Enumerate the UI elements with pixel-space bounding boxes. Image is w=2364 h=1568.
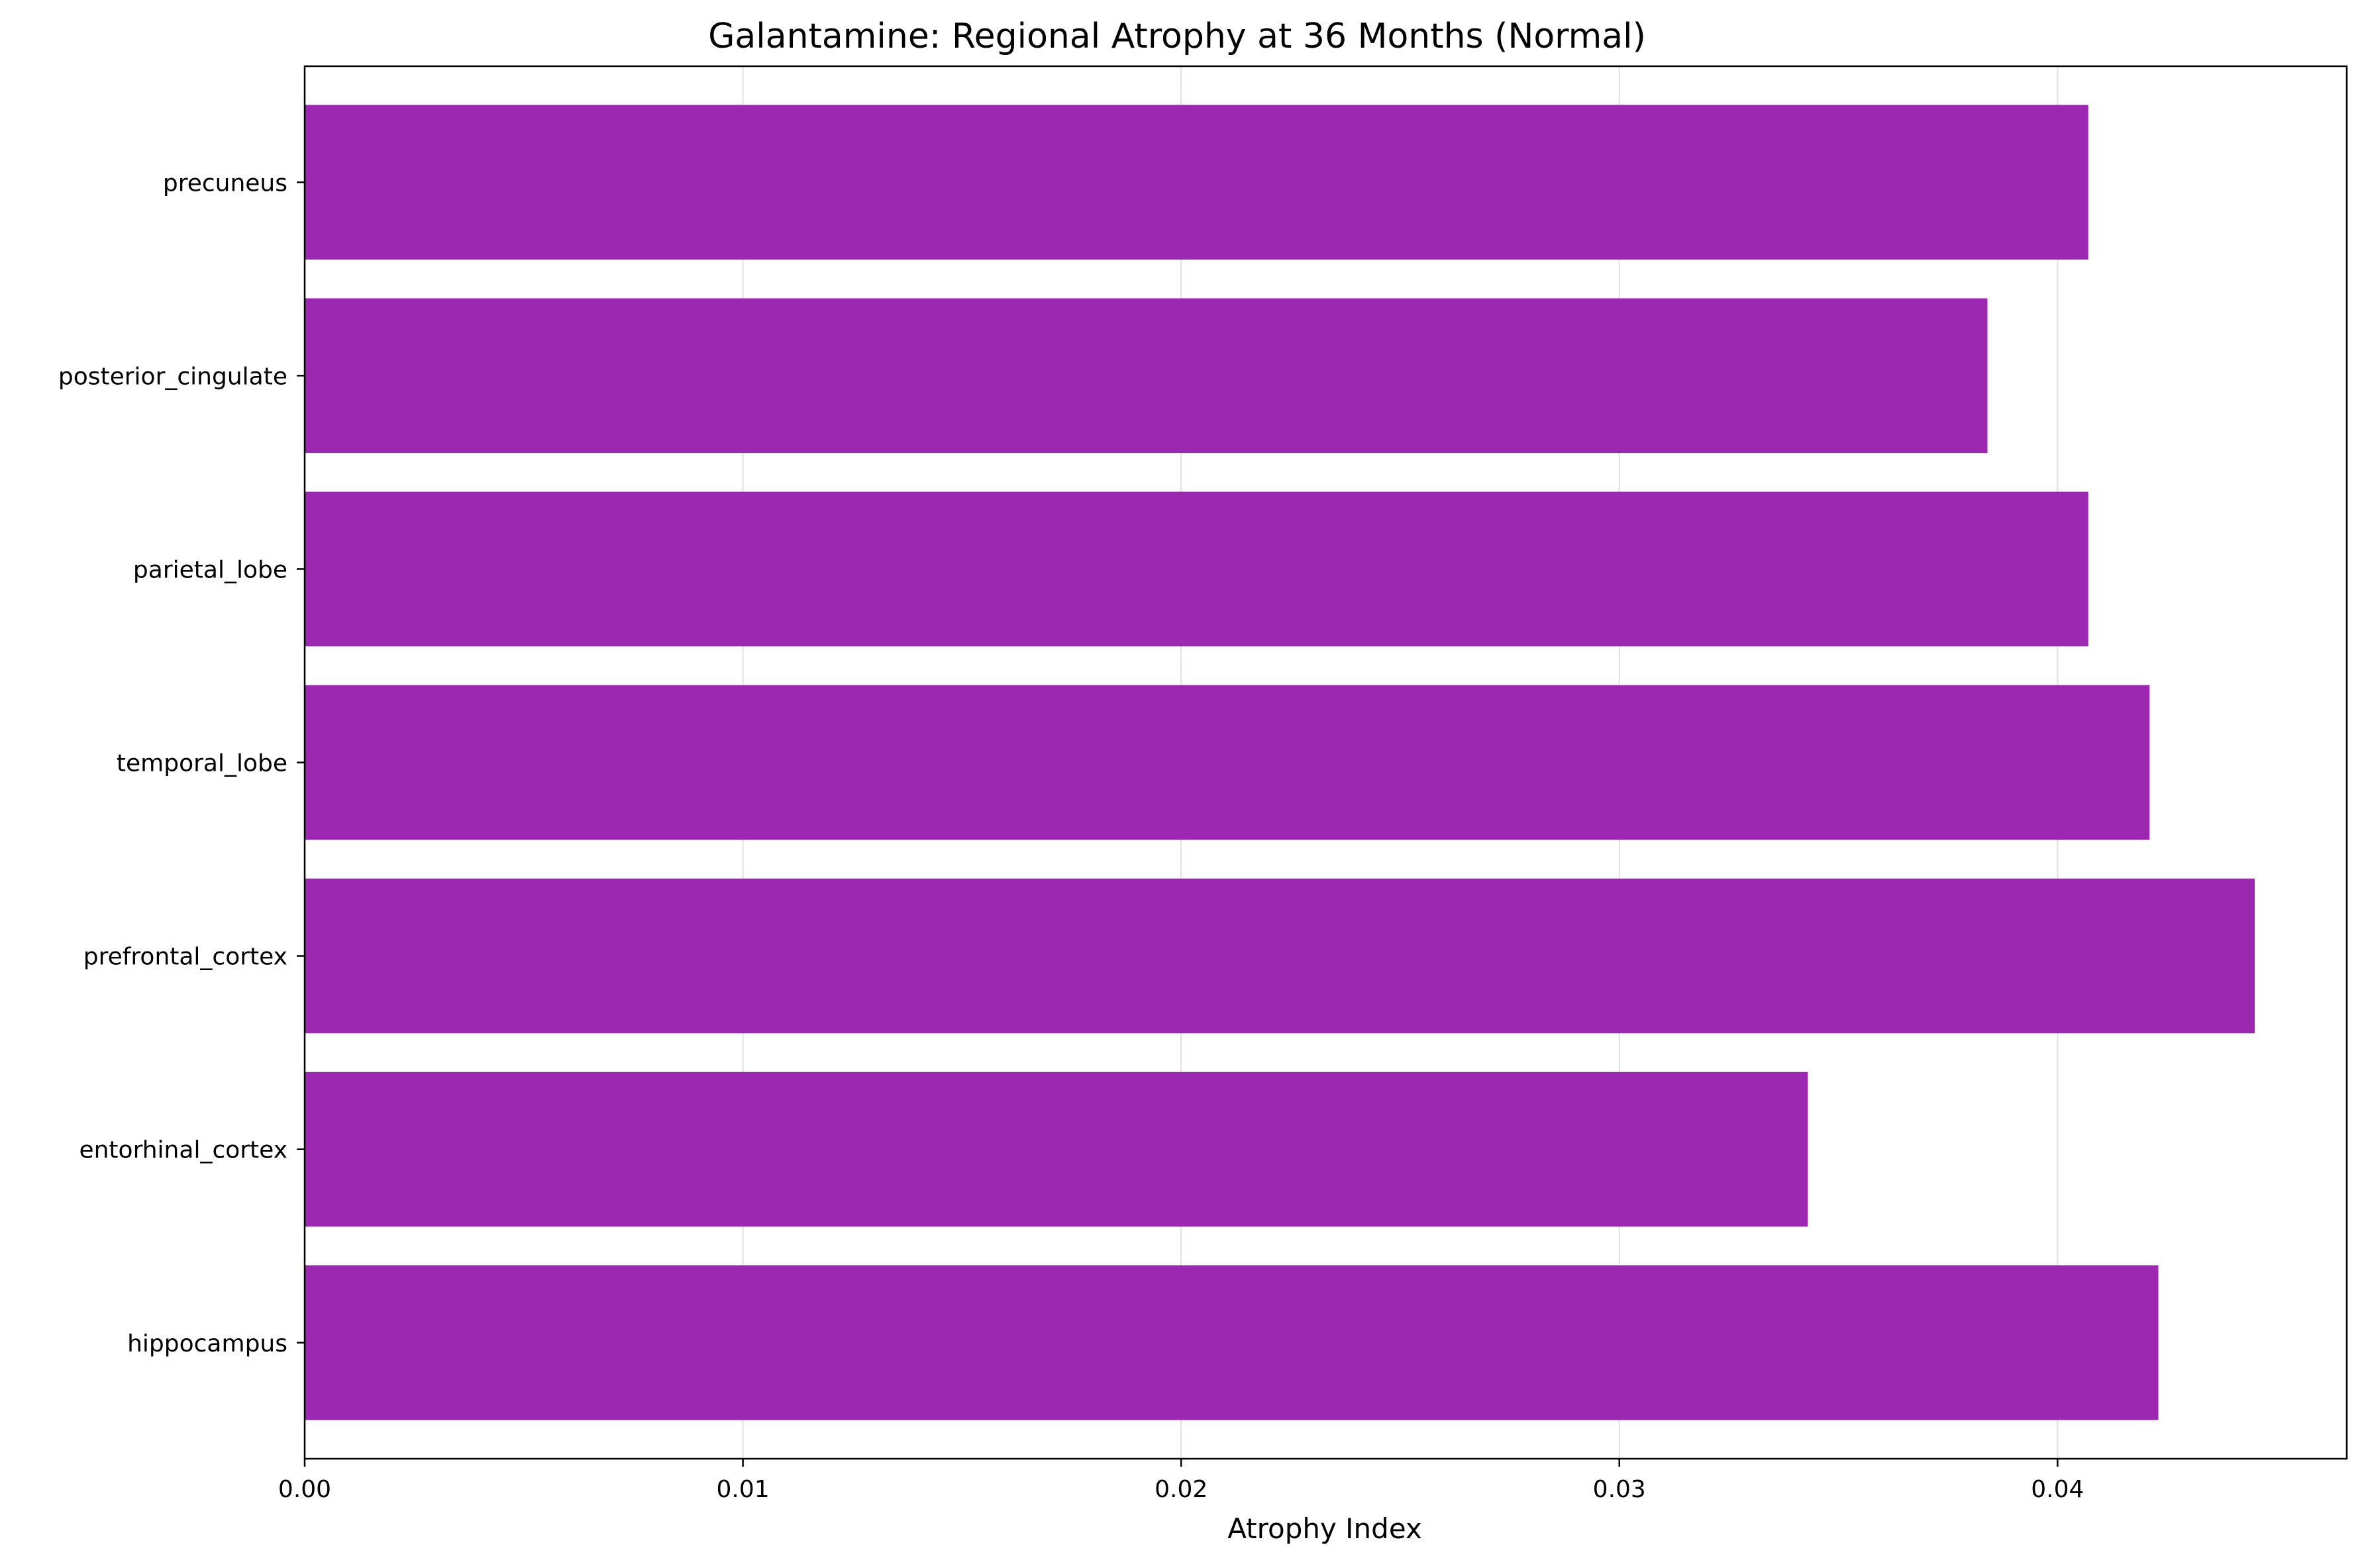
bar-posterior-cingulate [305, 298, 1988, 454]
x-tick-label: 0.04 [2031, 1476, 2084, 1503]
y-tick-label: posterior_cingulate [58, 363, 287, 390]
y-tick-label: prefrontal_cortex [83, 944, 287, 971]
x-tick-label: 0.00 [278, 1476, 331, 1503]
bar-hippocampus [305, 1265, 2159, 1420]
y-tick-label: parietal_lobe [133, 556, 287, 583]
x-tick-label: 0.02 [1155, 1476, 1208, 1503]
bar-parietal-lobe [305, 491, 2088, 647]
tick-labels: 0.00 0.01 0.02 0.03 0.04 hippocampus entorhina… [58, 170, 2084, 1503]
y-tick-label: precuneus [163, 170, 287, 197]
x-tick-label: 0.03 [1593, 1476, 1646, 1503]
bar-temporal-lobe [305, 685, 2150, 840]
x-tick-label: 0.01 [717, 1476, 770, 1503]
bar-entorhinal-cortex [305, 1071, 1808, 1227]
y-tick-label: hippocampus [127, 1330, 287, 1357]
y-tick-label: temporal_lobe [117, 750, 287, 777]
bar-prefrontal-cortex [305, 878, 2255, 1034]
chart-title: Galantamine: Regional Atrophy at 36 Mont… [708, 17, 1646, 56]
y-tick-label: entorhinal_cortex [79, 1137, 287, 1164]
bars [305, 105, 2255, 1420]
bar-precuneus [305, 105, 2088, 260]
x-axis-label: Atrophy Index [1227, 1512, 1422, 1545]
axes [297, 65, 2348, 1467]
